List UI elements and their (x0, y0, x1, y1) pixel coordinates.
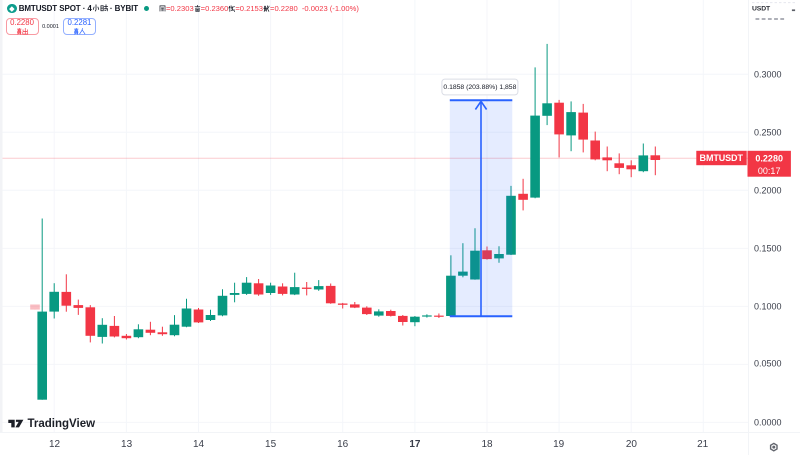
svg-text:12: 12 (49, 439, 61, 450)
svg-text:13: 13 (121, 439, 133, 450)
svg-text:17: 17 (409, 439, 421, 450)
svg-text:19: 19 (553, 439, 565, 450)
svg-text:BMTUSDT: BMTUSDT (700, 153, 744, 163)
svg-text:16: 16 (337, 439, 349, 450)
svg-text:0.3000: 0.3000 (754, 69, 782, 79)
svg-text:TradingView: TradingView (28, 418, 96, 430)
svg-text:0.1500: 0.1500 (754, 243, 782, 253)
svg-text:21: 21 (697, 439, 709, 450)
svg-text:USDT: USDT (752, 6, 771, 13)
svg-text:0.0000: 0.0000 (754, 417, 782, 427)
svg-text:0.2000: 0.2000 (754, 185, 782, 195)
svg-text:0.0500: 0.0500 (754, 359, 782, 369)
svg-text:15: 15 (265, 439, 277, 450)
svg-text:14: 14 (193, 439, 205, 450)
svg-text:0.2500: 0.2500 (754, 127, 782, 137)
svg-text:18: 18 (481, 439, 493, 450)
svg-text:0.1858 (203.88%) 1,858: 0.1858 (203.88%) 1,858 (443, 84, 516, 91)
svg-text:0.1000: 0.1000 (754, 301, 782, 311)
svg-text:20: 20 (626, 439, 638, 450)
svg-text:0.2280: 0.2280 (755, 154, 783, 164)
svg-text:00:17: 00:17 (758, 166, 781, 176)
